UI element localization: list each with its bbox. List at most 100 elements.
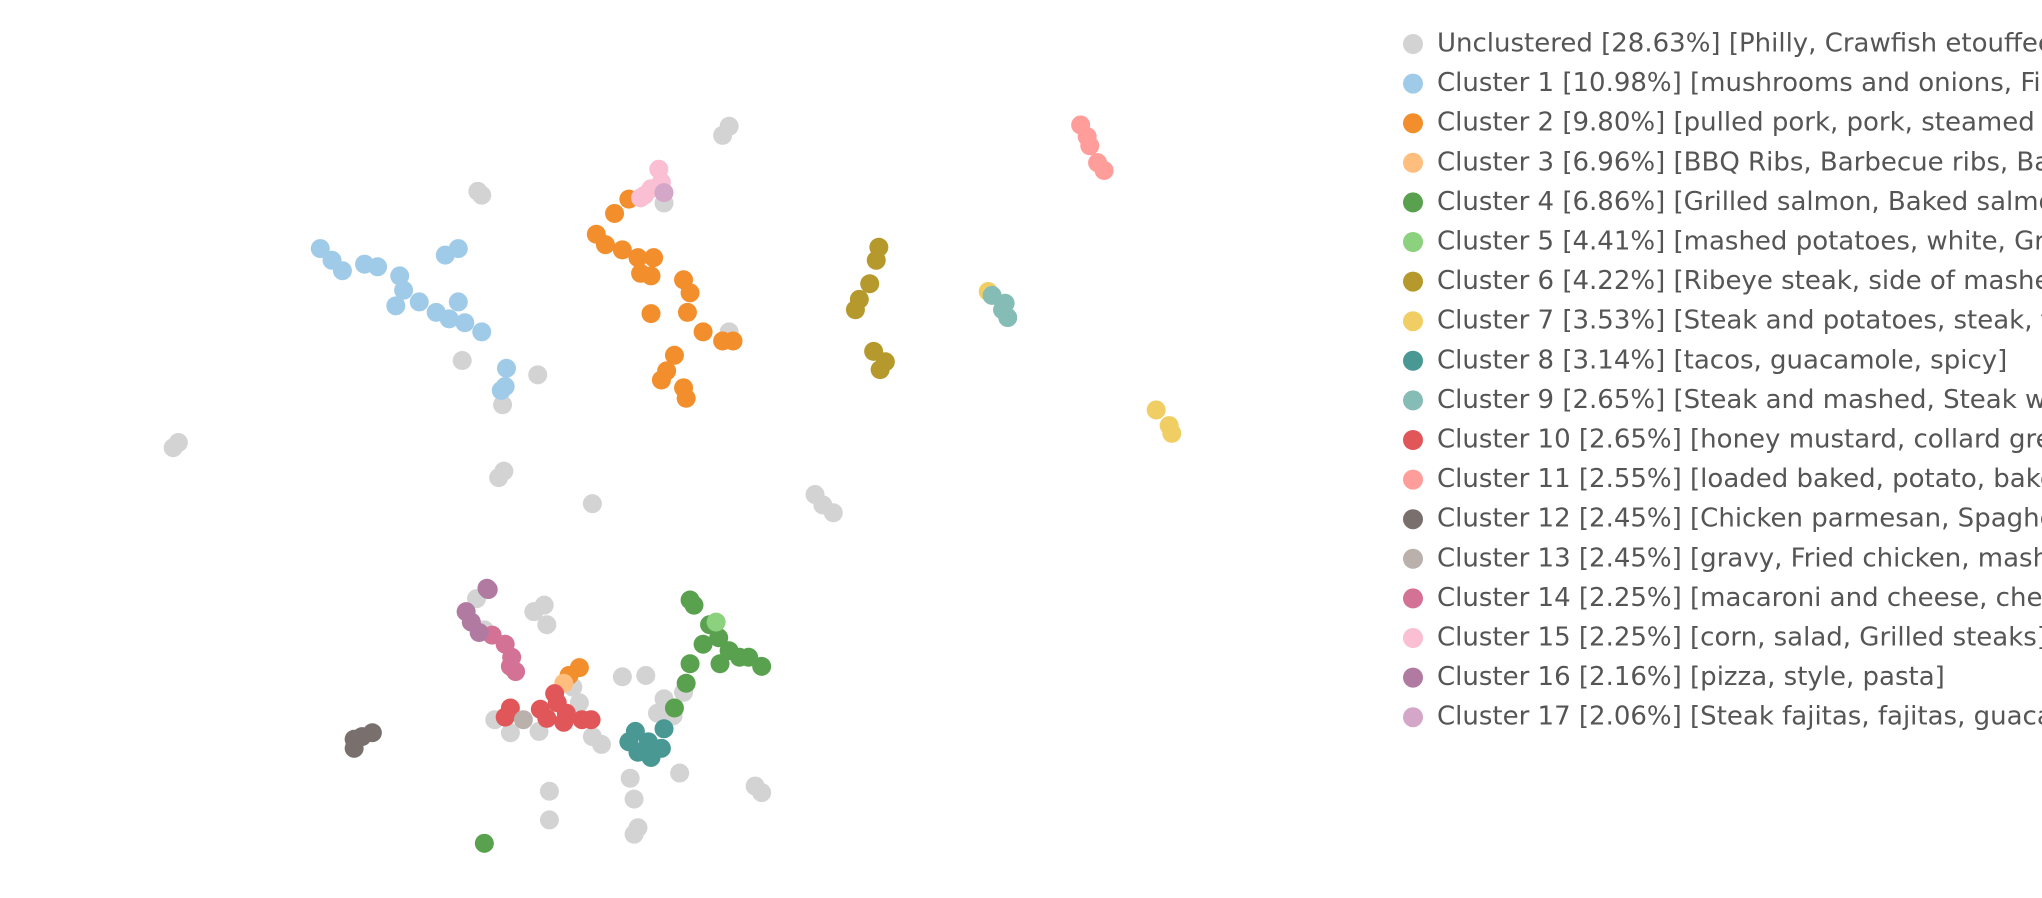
point [524,602,544,622]
point [478,580,498,600]
point [654,719,674,739]
point [545,684,565,704]
point [491,380,511,400]
point [648,703,668,723]
point [638,732,658,752]
legend-label: Cluster 12 [2.45%] [Chicken parmesan, Sp… [1437,504,2042,534]
legend-label: Cluster 8 [3.14%] [tacos, guacamole, spi… [1437,345,2007,375]
legend-label: Cluster 9 [2.65%] [Steak and mashed, Ste… [1437,385,2042,415]
legend-label: Unclustered [28.63%] [Philly, Crawfish e… [1437,29,2042,59]
point [537,708,557,728]
legend-swatch [1403,430,1423,450]
point [386,296,406,316]
legend-swatch [1403,469,1423,490]
point [723,331,743,351]
legend-swatch [1403,192,1423,213]
point [605,203,625,223]
point [636,665,656,685]
point [592,734,612,754]
point [676,388,696,408]
point [452,351,472,371]
legend-swatch [1403,34,1423,54]
point [344,729,364,749]
legend: Unclustered [28.63%] [Philly, Crawfish e… [1403,29,2042,732]
point [998,308,1018,328]
legend-label: Cluster 2 [9.80%] [pulled pork, pork, st… [1437,108,2042,138]
point [641,266,661,286]
legend-label: Cluster 5 [4.41%] [mashed potatoes, whit… [1437,227,2042,257]
point [1080,136,1100,156]
point [448,292,468,312]
point [612,240,632,260]
point [624,789,644,809]
point [455,313,475,333]
legend-label: Cluster 17 [2.06%] [Steak fajitas, fajit… [1437,702,2042,732]
point [823,503,843,523]
point [995,293,1015,313]
point [539,810,559,830]
legend-swatch [1403,548,1423,569]
legend-label: Cluster 14 [2.25%] [macaroni and cheese,… [1437,583,2042,613]
point [332,261,352,281]
legend-swatch [1403,509,1423,530]
point [537,615,557,635]
point [581,710,601,730]
legend-swatch [1403,350,1423,371]
point [1146,400,1166,420]
point [513,710,533,730]
point [677,302,697,322]
legend-swatch [1403,271,1423,292]
legend-swatch [1403,113,1423,134]
point [752,656,772,676]
point [693,634,713,654]
point [472,185,492,205]
point [390,266,410,286]
point [1094,160,1114,180]
point [469,623,489,643]
point [569,693,589,713]
point [394,280,414,300]
point [628,818,648,838]
point [496,358,516,378]
legend-label: Cluster 4 [6.86%] [Grilled salmon, Baked… [1437,187,2042,217]
point [676,673,696,693]
plot-area [163,115,1182,853]
point [709,628,729,648]
legend-label: Cluster 15 [2.25%] [corn, salad, Grilled… [1437,623,2042,653]
point [528,365,548,385]
point [439,309,459,329]
point [472,322,492,342]
legend-swatch [1403,152,1423,173]
point [310,239,330,259]
point [693,322,713,342]
point [654,183,674,203]
legend-swatch [1403,667,1423,688]
point [493,395,513,415]
point [163,438,183,458]
point [644,248,664,268]
point [500,723,520,743]
point [860,274,880,294]
legend-label: Cluster 13 [2.45%] [gravy, Fried chicken… [1437,543,2042,573]
legend-swatch [1403,232,1423,252]
point [713,125,733,145]
legend-label: Cluster 7 [3.53%] [Steak and potatoes, s… [1437,306,2042,336]
point [448,239,468,259]
point [845,300,865,320]
legend-label: Cluster 3 [6.96%] [BBQ Ribs, Barbecue ri… [1437,147,2042,177]
point [641,304,661,324]
legend-label: Cluster 10 [2.65%] [honey mustard, colla… [1437,425,2042,455]
legend-label: Cluster 1 [10.98%] [mushrooms and onions… [1437,68,2042,98]
legend-swatch [1403,73,1423,94]
point [870,360,890,380]
point [500,656,520,676]
legend-swatch [1403,390,1423,411]
point [474,833,494,853]
point [664,345,684,365]
point [582,494,602,514]
point [628,248,648,268]
point [684,595,704,615]
legend-swatch [1403,628,1423,648]
